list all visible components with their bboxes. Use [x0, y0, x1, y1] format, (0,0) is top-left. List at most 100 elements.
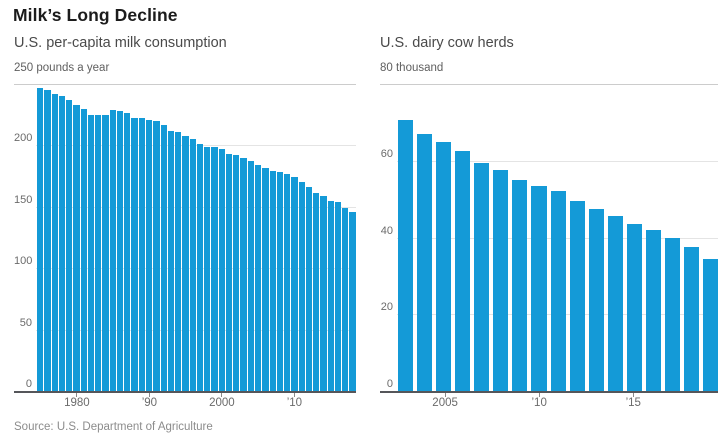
bar-2019 [703, 258, 719, 391]
x-axis-line [380, 391, 718, 393]
bar-2010 [531, 185, 547, 391]
bar-1994 [175, 131, 182, 391]
bar-2018 [683, 247, 699, 391]
bar-2009 [512, 179, 528, 391]
y-axis-label: 150 [14, 193, 33, 206]
y-axis-label: 200 [14, 132, 33, 145]
x-tick-mark [148, 393, 150, 397]
bar-1975 [37, 87, 44, 391]
bar-2008 [276, 172, 284, 391]
x-axis-label: ’10 [286, 397, 303, 409]
x-tick-mark [632, 393, 634, 397]
bar-1987 [124, 113, 131, 391]
bar-2001 [225, 154, 233, 391]
bar-2005 [254, 165, 262, 391]
bar-1993 [167, 130, 175, 391]
bar-2017 [342, 208, 349, 391]
bar-1983 [95, 114, 102, 391]
bar-2012 [569, 201, 585, 391]
x-tick-mark [76, 393, 78, 397]
x-axis-label: 2000 [209, 397, 235, 409]
bars-group [37, 84, 356, 391]
x-tick-mark [221, 393, 223, 397]
bar-2003 [240, 157, 247, 391]
x-tick-mark [293, 393, 295, 397]
x-axis-label: ’90 [141, 397, 158, 409]
y-axis-label: 0 [25, 378, 32, 390]
bar-2004 [417, 133, 433, 391]
y-axis-label: 100 [14, 255, 33, 268]
gridline-150 [36, 206, 356, 208]
top-rule [14, 84, 356, 85]
source-note: Source: U.S. Department of Agriculture [14, 421, 213, 433]
bar-1997 [196, 144, 204, 391]
bar-2000 [218, 149, 225, 391]
bar-2004 [247, 161, 254, 391]
y-axis-label: 40 [380, 224, 393, 237]
x-tick-mark [444, 393, 446, 397]
left-chart-unit-label: 250 pounds a year [14, 62, 110, 74]
bar-2006 [455, 151, 471, 391]
bar-1984 [102, 114, 109, 391]
bar-2015 [626, 224, 642, 391]
bars-group [398, 84, 719, 391]
y-axis-label: 20 [380, 301, 393, 314]
bar-1995 [182, 135, 189, 391]
bar-1988 [131, 118, 138, 391]
bar-1986 [116, 111, 124, 391]
x-axis-label: ’10 [531, 397, 547, 409]
x-axis-label: 1980 [64, 397, 90, 409]
bar-1985 [109, 109, 116, 391]
bar-1991 [153, 120, 160, 391]
bar-1978 [58, 96, 66, 391]
y-axis-label: 50 [19, 316, 32, 329]
bar-2013 [588, 208, 604, 391]
bar-2005 [436, 141, 452, 391]
bar-2008 [493, 170, 509, 391]
gridline-60 [397, 160, 718, 162]
x-axis-line [14, 391, 356, 393]
x-axis-label: 2005 [432, 397, 458, 409]
x-tick-mark [538, 393, 540, 397]
bar-1989 [138, 118, 145, 391]
bar-2011 [550, 191, 566, 391]
bar-2009 [284, 173, 291, 391]
bar-2011 [298, 182, 305, 391]
bar-2016 [334, 201, 342, 391]
bar-1981 [80, 108, 87, 391]
bar-1990 [145, 119, 153, 391]
bar-1982 [87, 114, 95, 391]
bar-2014 [607, 216, 623, 391]
y-axis-label: 60 [380, 147, 393, 160]
bar-1979 [66, 99, 73, 391]
bar-1996 [189, 139, 196, 391]
gridline-200 [36, 145, 356, 147]
right-chart-title: U.S. dairy cow herds [380, 35, 514, 51]
bar-2010 [291, 177, 298, 391]
y-axis-label: 0 [386, 378, 393, 390]
bar-1976 [44, 90, 51, 391]
bar-1992 [160, 124, 167, 391]
top-rule [380, 84, 718, 85]
bar-2007 [474, 162, 490, 391]
gridline-50 [36, 329, 356, 331]
bar-2017 [664, 237, 680, 391]
bar-1977 [51, 93, 58, 391]
bar-2016 [645, 229, 661, 391]
bar-2013 [313, 193, 320, 391]
figure-title: Milk’s Long Decline [13, 5, 178, 25]
x-axis-label: ’15 [625, 397, 641, 409]
gridline-100 [36, 268, 356, 270]
left-chart-title: U.S. per-capita milk consumption [14, 35, 227, 51]
bar-2007 [269, 171, 276, 391]
bar-2012 [305, 187, 313, 391]
bar-2006 [262, 167, 269, 391]
bar-2014 [320, 195, 327, 391]
bar-1999 [211, 146, 218, 391]
bar-2018 [349, 211, 356, 391]
bar-1998 [204, 146, 211, 391]
right-chart-unit-label: 80 thousand [380, 62, 444, 74]
bar-2003 [398, 120, 414, 391]
bar-2002 [233, 155, 240, 391]
